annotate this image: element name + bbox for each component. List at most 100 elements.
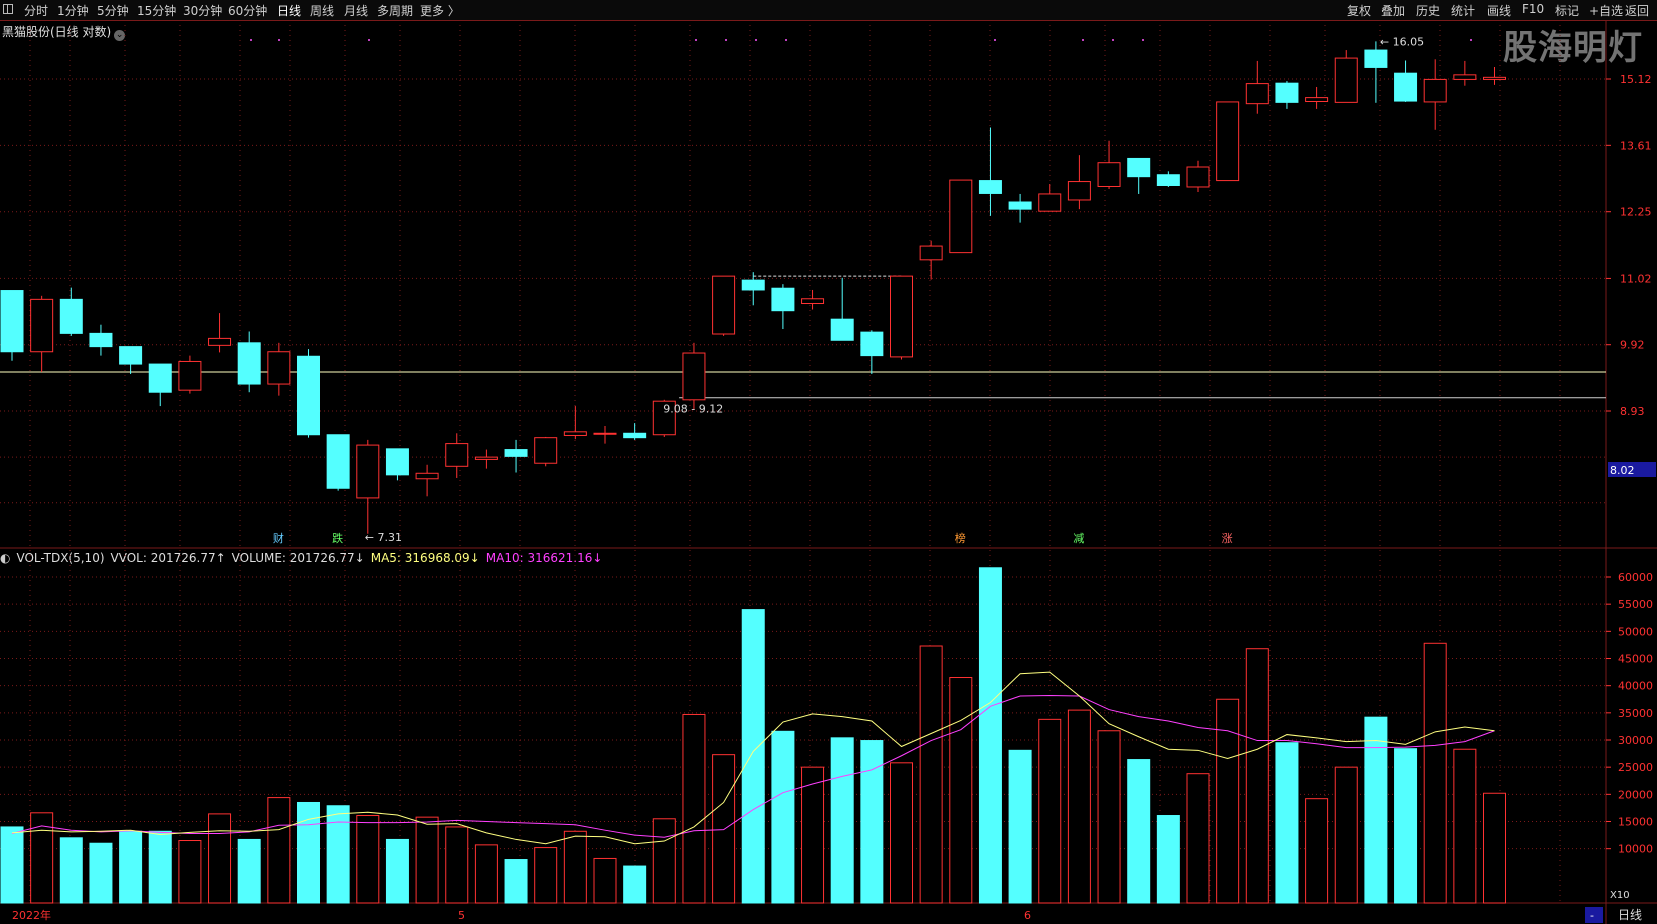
- layout-toggle-icon[interactable]: [3, 4, 13, 14]
- candle-body-32: [949, 179, 973, 254]
- candle-body-29: [860, 331, 884, 357]
- volume-bar-26: [771, 730, 795, 904]
- volume-bar-25: [741, 609, 765, 904]
- event-marker-0: 财: [273, 531, 284, 545]
- candle-body-25: [741, 279, 765, 291]
- function-tab-7[interactable]: +自选: [1589, 4, 1624, 18]
- collapse-icon[interactable]: ◐: [0, 551, 11, 565]
- vol-tick-7: 25000: [1618, 761, 1653, 774]
- volume-value: VOLUME: 201726.77↓: [231, 551, 365, 565]
- function-tab-4[interactable]: 画线: [1487, 4, 1512, 18]
- period-tab-2[interactable]: 5分钟: [97, 4, 129, 18]
- candle-body-7: [208, 337, 232, 346]
- volume-bar-27: [801, 766, 825, 904]
- candle-body-42: [1245, 83, 1269, 105]
- candle-body-14: [415, 472, 439, 480]
- volume-bar-39: [1156, 815, 1180, 904]
- period-tab-8[interactable]: 月线: [344, 4, 369, 18]
- chevron-down-icon[interactable]: ⌄: [114, 30, 126, 41]
- vol-tick-9: 15000: [1618, 816, 1653, 829]
- candle-body-11: [326, 434, 350, 489]
- vvol-value: VVOL: 201726.77↑: [110, 551, 226, 565]
- period-tab-9[interactable]: 多周期: [377, 4, 414, 18]
- top-dot-10: [1142, 39, 1144, 41]
- stock-chart[interactable]: ← 16.05 ← 7.31 9.08 - 9.12 财 跌 榜 减 涨 15.12 13.61 1…: [0, 20, 1657, 924]
- top-dot-11: [1470, 39, 1472, 41]
- candle-body-8: [237, 342, 261, 385]
- period-tab-3[interactable]: 15分钟: [137, 4, 177, 18]
- period-tab-0[interactable]: 分时: [24, 4, 49, 18]
- volume-bar-47: [1394, 748, 1418, 904]
- vol-tick-5: 35000: [1618, 707, 1653, 720]
- volume-bar-29: [860, 740, 884, 904]
- top-dot-3: [695, 39, 697, 41]
- candle-body-43: [1275, 82, 1299, 103]
- price-tick-3: 11.02: [1620, 272, 1652, 285]
- volume-bar-33: [978, 567, 1002, 904]
- candle-body-48: [1423, 78, 1447, 103]
- vol-tick-2: 50000: [1618, 625, 1653, 638]
- function-tab-1[interactable]: 叠加: [1381, 4, 1406, 18]
- bottom-period-label: 日线: [1618, 908, 1642, 922]
- vol-tick-6: 30000: [1618, 734, 1653, 747]
- function-tab-2[interactable]: 历史: [1416, 4, 1441, 18]
- candle-body-0: [0, 290, 24, 353]
- function-tab-5[interactable]: F10: [1522, 2, 1545, 16]
- volume-bar-2: [59, 837, 83, 904]
- bottom-arrow-text: -: [1590, 909, 1594, 922]
- vol-indicator-name[interactable]: VOL-TDX(5,10): [16, 551, 105, 565]
- volume-bar-11: [326, 805, 350, 904]
- candle-body-46: [1364, 49, 1388, 68]
- period-tab-1[interactable]: 1分钟: [57, 4, 89, 18]
- ma10-value: MA10: 316621.16↓: [485, 551, 603, 565]
- volume-bar-24: [712, 754, 736, 904]
- candle-body-15: [445, 443, 469, 467]
- period-toolbar: 分时 1分钟 5分钟 15分钟 30分钟 60分钟 日线 周线 月线 多周期 更多 〉 复权 叠加 历史…: [0, 0, 1657, 21]
- candle-body-3: [89, 332, 113, 348]
- candle-body-47: [1394, 72, 1418, 102]
- volume-bar-1: [30, 812, 54, 904]
- function-tab-6[interactable]: 标记: [1555, 4, 1580, 18]
- function-tab-3[interactable]: 统计: [1451, 4, 1476, 18]
- candle-body-45: [1334, 57, 1358, 103]
- watermark-logo: 股海明灯: [1503, 28, 1643, 68]
- volume-bar-12: [356, 815, 380, 904]
- bottom-arrow-box: [1585, 907, 1603, 923]
- vol-unit-label: X10: [1610, 890, 1630, 901]
- price-tick-4: 9.92: [1620, 339, 1645, 352]
- vol-tick-8: 20000: [1618, 788, 1653, 801]
- candle-body-34: [1008, 201, 1032, 210]
- candle-body-18: [534, 437, 558, 464]
- volume-bar-19: [563, 830, 587, 904]
- stock-title[interactable]: 黑猫股份(日线 对数) ⌄: [2, 23, 126, 41]
- function-tab-0[interactable]: 复权: [1347, 4, 1372, 18]
- vol-tick-4: 40000: [1618, 680, 1653, 693]
- volume-bar-20: [593, 857, 617, 904]
- volume-indicator-header: ◐ VOL-TDX(5,10) VVOL: 201726.77↑ VOLUME: 20…: [0, 551, 608, 565]
- high-label: ← 16.05: [1380, 35, 1424, 48]
- volume-bar-44: [1305, 798, 1329, 904]
- candle-body-23: [682, 352, 706, 401]
- period-tab-10[interactable]: 更多 〉: [420, 4, 460, 18]
- volume-bar-8: [237, 838, 261, 904]
- event-marker-4: 涨: [1222, 532, 1233, 545]
- period-tab-5[interactable]: 60分钟: [228, 4, 268, 18]
- period-tab-4[interactable]: 30分钟: [183, 4, 223, 18]
- volume-bar-28: [830, 737, 854, 904]
- top-dot-4: [725, 39, 727, 41]
- function-tab-8[interactable]: 返回: [1625, 4, 1650, 18]
- volume-bar-42: [1245, 648, 1269, 904]
- period-tab-7[interactable]: 周线: [310, 4, 335, 18]
- candle-body-33: [978, 180, 1002, 194]
- volume-bar-15: [445, 826, 469, 904]
- price-tick-0: 15.12: [1620, 73, 1652, 86]
- candle-body-49: [1453, 74, 1477, 80]
- period-tab-6[interactable]: 日线: [277, 4, 302, 18]
- top-dot-8: [1082, 39, 1084, 41]
- date-label-may: 5: [458, 909, 465, 922]
- volume-bar-17: [504, 859, 528, 904]
- ma5-line: [11, 671, 1495, 845]
- candle-body-40: [1186, 166, 1210, 188]
- candle-body-31: [919, 245, 943, 261]
- volume-bar-38: [1127, 759, 1151, 904]
